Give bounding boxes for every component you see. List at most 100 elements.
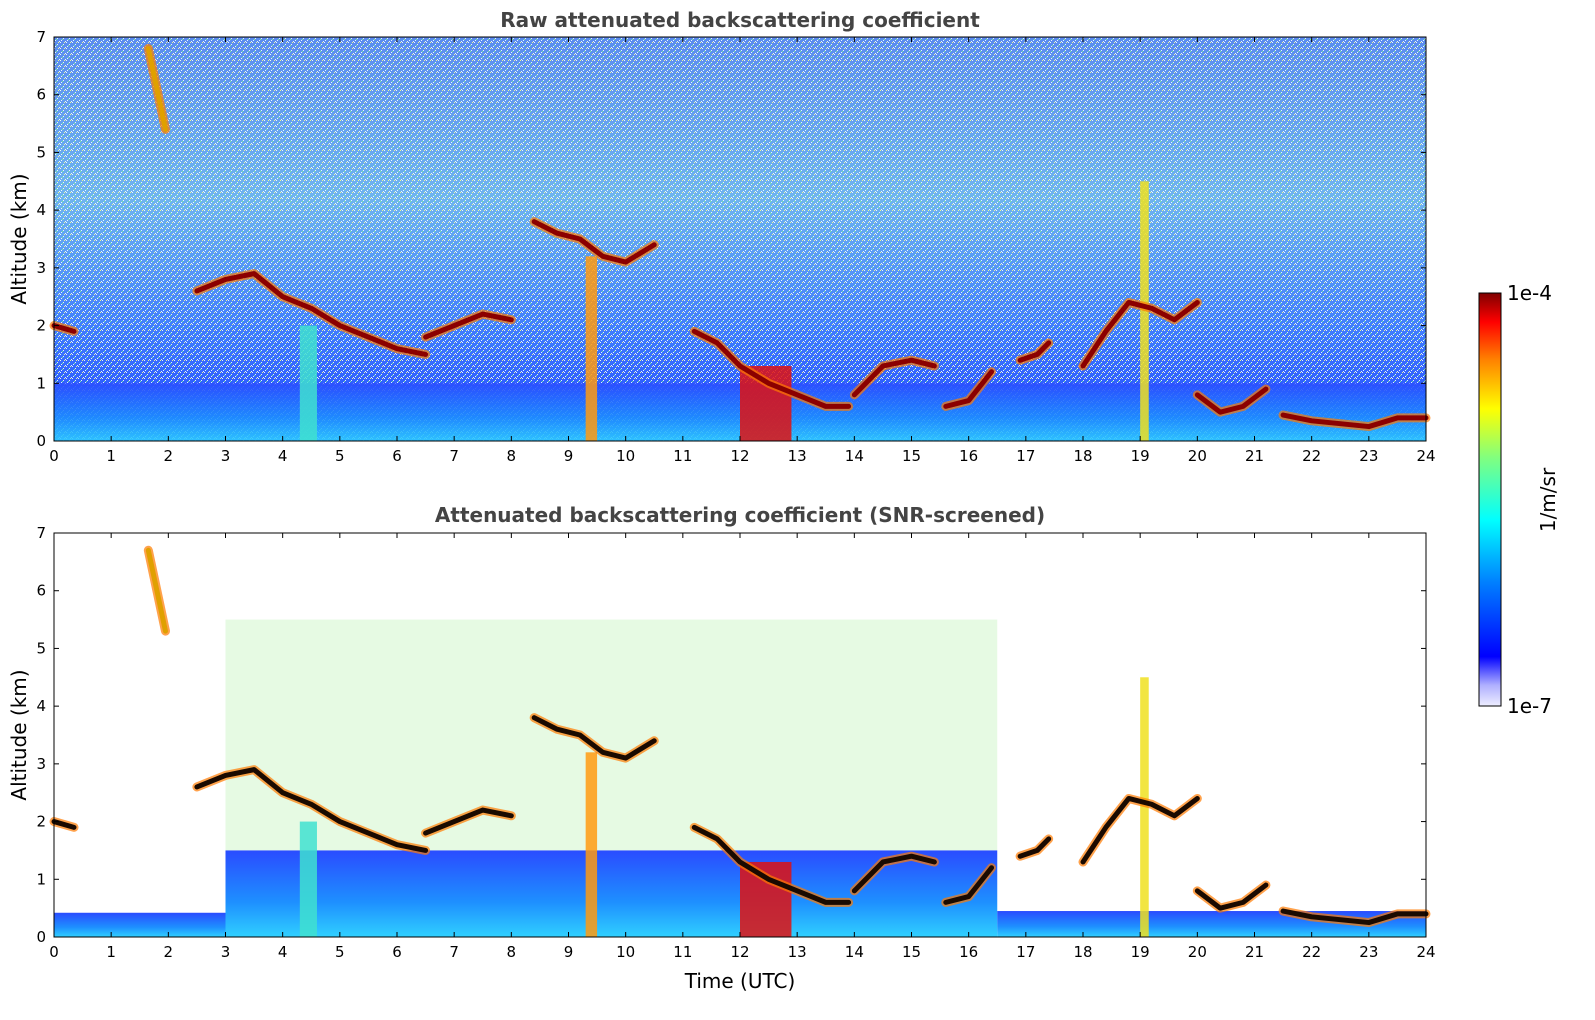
x-tick-label: 23 bbox=[1359, 447, 1378, 465]
cloud-layer bbox=[423, 807, 514, 836]
x-tick-label: 7 bbox=[449, 447, 459, 465]
x-tick-label: 1 bbox=[106, 447, 116, 465]
boundary-layer bbox=[225, 850, 998, 937]
y-axis-ticks: 0 1 2 3 4 5 6 7 bbox=[36, 28, 1426, 450]
cloud-layer bbox=[1017, 340, 1052, 363]
x-tick-label: 18 bbox=[1073, 943, 1092, 961]
panel-title: Raw attenuated backscattering coefficien… bbox=[500, 8, 980, 32]
x-axis-ticks: 0 1 2 3 4 5 6 7 8 9 10 11 12 13 14 15 16 17 18 19 20 21 22 23 24 bbox=[49, 37, 1436, 465]
x-tick-label: 5 bbox=[335, 943, 345, 961]
x-tick-label: 10 bbox=[616, 447, 635, 465]
x-tick-label: 5 bbox=[335, 447, 345, 465]
y-tick-label: 6 bbox=[36, 86, 46, 104]
x-tick-label: 0 bbox=[49, 943, 59, 961]
x-tick-label: 4 bbox=[278, 943, 288, 961]
panel-title: Attenuated backscattering coefficient (S… bbox=[435, 503, 1045, 527]
cloud-layers bbox=[49, 44, 1431, 432]
precip-shaft bbox=[1140, 677, 1149, 937]
y-tick-label: 3 bbox=[36, 755, 46, 773]
x-tick-label: 14 bbox=[845, 943, 864, 961]
x-tick-label: 17 bbox=[1016, 447, 1035, 465]
cloud-layer bbox=[531, 219, 657, 265]
cloud-layer bbox=[531, 715, 657, 761]
x-tick-label: 11 bbox=[673, 943, 692, 961]
x-tick-label: 10 bbox=[616, 943, 635, 961]
precip-shaft bbox=[585, 256, 598, 441]
cloud-layer bbox=[691, 328, 852, 409]
x-axis-label: Time (UTC) bbox=[684, 969, 796, 993]
y-tick-label: 4 bbox=[36, 697, 46, 715]
x-tick-label: 3 bbox=[221, 943, 231, 961]
x-tick-label: 15 bbox=[902, 447, 921, 465]
x-tick-label: 4 bbox=[278, 447, 288, 465]
cloud-layer bbox=[851, 853, 937, 894]
y-tick-label: 2 bbox=[36, 813, 46, 831]
precip-shaft bbox=[585, 752, 598, 937]
colorbar-min-label: 1e-7 bbox=[1507, 694, 1552, 718]
cloud-layer bbox=[1280, 908, 1429, 926]
cloud-layer bbox=[691, 824, 852, 905]
y-tick-label: 5 bbox=[36, 143, 46, 161]
y-tick-label: 7 bbox=[36, 524, 46, 542]
y-axis-label: Altitude (km) bbox=[7, 669, 31, 800]
colorbar-max-label: 1e-4 bbox=[1507, 281, 1552, 305]
y-tick-label: 1 bbox=[36, 870, 46, 888]
y-tick-label: 7 bbox=[36, 28, 46, 46]
y-tick-label: 1 bbox=[36, 374, 46, 392]
x-tick-label: 1 bbox=[106, 943, 116, 961]
x-tick-label: 0 bbox=[49, 447, 59, 465]
cloud-layer bbox=[851, 357, 937, 398]
x-tick-label: 8 bbox=[507, 447, 517, 465]
x-tick-label: 11 bbox=[673, 447, 692, 465]
x-tick-label: 22 bbox=[1302, 943, 1321, 961]
raw-backscatter-panel: Raw attenuated backscattering coefficien… bbox=[7, 8, 1436, 465]
x-tick-label: 20 bbox=[1188, 943, 1207, 961]
cloud-layer bbox=[1194, 882, 1269, 911]
x-tick-label: 3 bbox=[221, 447, 231, 465]
x-tick-label: 16 bbox=[959, 943, 978, 961]
x-tick-label: 22 bbox=[1302, 447, 1321, 465]
x-tick-label: 12 bbox=[730, 943, 749, 961]
x-tick-label: 6 bbox=[392, 447, 402, 465]
x-axis-ticks: 0 1 2 3 4 5 6 7 8 9 10 11 12 13 14 15 16 17 18 19 20 21 22 23 24 bbox=[49, 533, 1436, 961]
x-tick-label: 9 bbox=[564, 943, 574, 961]
cloud-layer bbox=[145, 547, 168, 634]
cloud-layer bbox=[1080, 299, 1200, 369]
cloud-layer bbox=[51, 323, 77, 334]
x-tick-label: 2 bbox=[164, 447, 174, 465]
colorbar: 1e-4 1e-7 1/m/sr bbox=[1478, 281, 1560, 718]
colorbar-gradient bbox=[1478, 292, 1502, 707]
y-tick-label: 0 bbox=[36, 432, 46, 450]
x-tick-label: 23 bbox=[1359, 943, 1378, 961]
x-tick-label: 7 bbox=[449, 943, 459, 961]
x-tick-label: 9 bbox=[564, 447, 574, 465]
cloud-layer bbox=[51, 819, 77, 830]
y-tick-label: 4 bbox=[36, 201, 46, 219]
y-tick-label: 5 bbox=[36, 639, 46, 657]
cloud-layer bbox=[423, 311, 514, 340]
x-tick-label: 20 bbox=[1188, 447, 1207, 465]
precip-shaft bbox=[1140, 181, 1149, 442]
cloud-layer bbox=[1280, 412, 1429, 430]
x-tick-label: 16 bbox=[959, 447, 978, 465]
x-tick-label: 6 bbox=[392, 943, 402, 961]
aerosol-signal bbox=[225, 619, 998, 851]
y-axis-label: Altitude (km) bbox=[7, 173, 31, 304]
cloud-layer bbox=[145, 46, 168, 132]
x-tick-label: 13 bbox=[788, 943, 807, 961]
cloud-layer bbox=[943, 369, 995, 409]
x-tick-label: 12 bbox=[730, 447, 749, 465]
y-tick-label: 2 bbox=[36, 317, 46, 335]
cloud-layer bbox=[194, 767, 429, 853]
near-surface-layer bbox=[54, 912, 226, 937]
x-tick-label: 18 bbox=[1073, 447, 1092, 465]
x-tick-label: 24 bbox=[1416, 447, 1435, 465]
x-tick-label: 21 bbox=[1245, 943, 1264, 961]
x-tick-label: 14 bbox=[845, 447, 864, 465]
cloud-layer bbox=[1194, 386, 1269, 415]
y-tick-label: 0 bbox=[36, 928, 46, 946]
cloud-layer bbox=[1017, 836, 1052, 859]
precip-shaft bbox=[299, 325, 317, 441]
x-tick-label: 13 bbox=[788, 447, 807, 465]
